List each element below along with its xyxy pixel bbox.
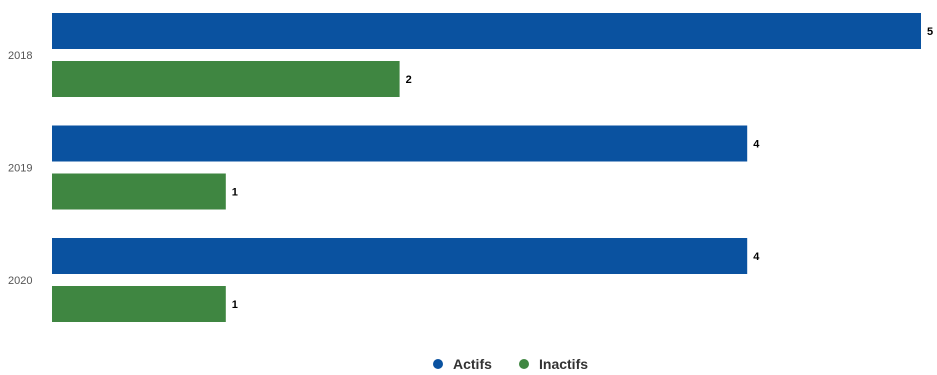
legend-label-inactifs: Inactifs xyxy=(539,356,588,370)
legend-label-actifs: Actifs xyxy=(453,356,492,370)
data-label-inactifs-2018: 2 xyxy=(406,74,412,86)
data-label-actifs-2019: 4 xyxy=(753,139,760,151)
data-label-actifs-2020: 4 xyxy=(753,251,760,263)
legend-marker-inactifs xyxy=(519,359,529,369)
bar-actifs-2019 xyxy=(52,125,748,162)
category-label-2019: 2019 xyxy=(8,163,32,175)
bar-inactifs-2019 xyxy=(52,173,226,210)
data-label-inactifs-2020: 1 xyxy=(232,299,238,311)
bar-inactifs-2020 xyxy=(52,286,226,322)
bar-actifs-2020 xyxy=(52,238,748,274)
category-label-2018: 2018 xyxy=(8,50,32,62)
data-label-inactifs-2019: 1 xyxy=(232,187,238,199)
bar-inactifs-2018 xyxy=(52,61,400,97)
data-label-actifs-2018: 5 xyxy=(927,26,933,38)
legend-marker-actifs xyxy=(433,359,443,369)
category-label-2020: 2020 xyxy=(8,275,32,287)
bar-actifs-2018 xyxy=(52,13,921,49)
